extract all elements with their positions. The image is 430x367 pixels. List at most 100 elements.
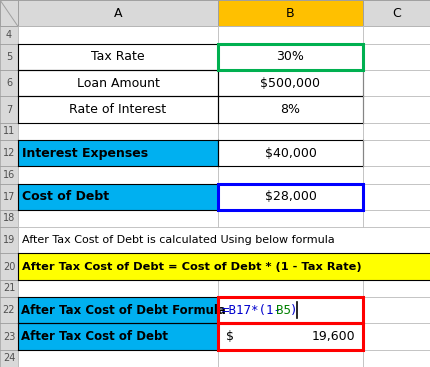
- Bar: [18, 26, 218, 44]
- Bar: [218, 97, 362, 123]
- Text: ): ): [289, 304, 297, 317]
- Bar: [218, 44, 362, 70]
- Bar: [0, 184, 18, 210]
- Bar: [18, 70, 218, 97]
- Bar: [218, 166, 362, 184]
- Text: 21: 21: [3, 283, 15, 294]
- Bar: [362, 140, 430, 166]
- Bar: [0, 26, 18, 44]
- Text: 7: 7: [6, 105, 12, 115]
- Bar: [18, 44, 218, 70]
- Text: 6: 6: [6, 78, 12, 88]
- Bar: [362, 44, 430, 70]
- Text: 30%: 30%: [276, 50, 304, 63]
- Bar: [218, 44, 362, 70]
- Text: 4: 4: [6, 30, 12, 40]
- Text: 16: 16: [3, 170, 15, 180]
- Text: $40,000: $40,000: [264, 147, 316, 160]
- Bar: [218, 140, 362, 166]
- Text: Rate of Interest: Rate of Interest: [69, 103, 166, 116]
- Bar: [18, 350, 218, 367]
- Bar: [362, 210, 430, 227]
- Bar: [218, 323, 362, 350]
- Bar: [362, 280, 430, 297]
- Text: =B17*(1-: =B17*(1-: [221, 304, 281, 317]
- Text: Interest Expenses: Interest Expenses: [22, 147, 148, 160]
- Bar: [0, 227, 18, 254]
- Text: B: B: [286, 7, 294, 20]
- Bar: [218, 297, 362, 323]
- Bar: [0, 123, 18, 140]
- Bar: [218, 350, 362, 367]
- Bar: [0, 44, 18, 70]
- Bar: [18, 123, 218, 140]
- Bar: [0, 70, 18, 97]
- Bar: [18, 323, 218, 350]
- Bar: [18, 184, 218, 210]
- Bar: [362, 70, 430, 97]
- Bar: [0, 297, 18, 323]
- Bar: [18, 297, 218, 323]
- Bar: [18, 280, 218, 297]
- Bar: [0, 0, 18, 26]
- Bar: [18, 254, 430, 280]
- Bar: [0, 254, 18, 280]
- Bar: [218, 184, 362, 210]
- Text: A: A: [114, 7, 122, 20]
- Text: After Tax Cost of Debt Formula: After Tax Cost of Debt Formula: [21, 304, 225, 317]
- Text: 22: 22: [3, 305, 15, 315]
- Bar: [362, 166, 430, 184]
- Bar: [362, 297, 430, 323]
- Bar: [362, 0, 430, 26]
- Bar: [18, 0, 218, 26]
- Bar: [362, 26, 430, 44]
- Text: $500,000: $500,000: [260, 77, 320, 90]
- Text: 19: 19: [3, 235, 15, 245]
- Bar: [218, 184, 362, 210]
- Bar: [218, 70, 362, 97]
- Bar: [218, 323, 362, 350]
- Bar: [18, 166, 218, 184]
- Bar: [218, 123, 362, 140]
- Bar: [0, 280, 18, 297]
- Bar: [362, 350, 430, 367]
- Bar: [218, 26, 362, 44]
- Text: 23: 23: [3, 332, 15, 342]
- Bar: [0, 210, 18, 227]
- Text: C: C: [392, 7, 400, 20]
- Bar: [0, 323, 18, 350]
- Bar: [362, 123, 430, 140]
- Text: 20: 20: [3, 262, 15, 272]
- Bar: [18, 97, 218, 123]
- Bar: [218, 280, 362, 297]
- Text: After Tax Cost of Debt: After Tax Cost of Debt: [21, 330, 168, 343]
- Bar: [18, 210, 218, 227]
- Bar: [362, 184, 430, 210]
- Bar: [218, 0, 362, 26]
- Text: 12: 12: [3, 148, 15, 158]
- Text: $28,000: $28,000: [264, 190, 316, 203]
- Text: After Tax Cost of Debt is calculated Using below formula: After Tax Cost of Debt is calculated Usi…: [22, 235, 334, 245]
- Bar: [0, 166, 18, 184]
- Bar: [18, 140, 218, 166]
- Bar: [218, 210, 362, 227]
- Text: $: $: [225, 330, 233, 343]
- Text: 24: 24: [3, 353, 15, 363]
- Text: 18: 18: [3, 214, 15, 224]
- Text: 17: 17: [3, 192, 15, 202]
- Bar: [18, 227, 430, 254]
- Bar: [218, 297, 362, 323]
- Text: Loan Amount: Loan Amount: [77, 77, 159, 90]
- Text: 8%: 8%: [280, 103, 300, 116]
- Bar: [362, 97, 430, 123]
- Text: Cost of Debt: Cost of Debt: [22, 190, 109, 203]
- Text: 11: 11: [3, 126, 15, 137]
- Bar: [0, 97, 18, 123]
- Bar: [0, 350, 18, 367]
- Text: 5: 5: [6, 52, 12, 62]
- Bar: [362, 323, 430, 350]
- Bar: [0, 140, 18, 166]
- Text: B5: B5: [276, 304, 291, 317]
- Text: Tax Rate: Tax Rate: [91, 50, 144, 63]
- Text: 19,600: 19,600: [310, 330, 354, 343]
